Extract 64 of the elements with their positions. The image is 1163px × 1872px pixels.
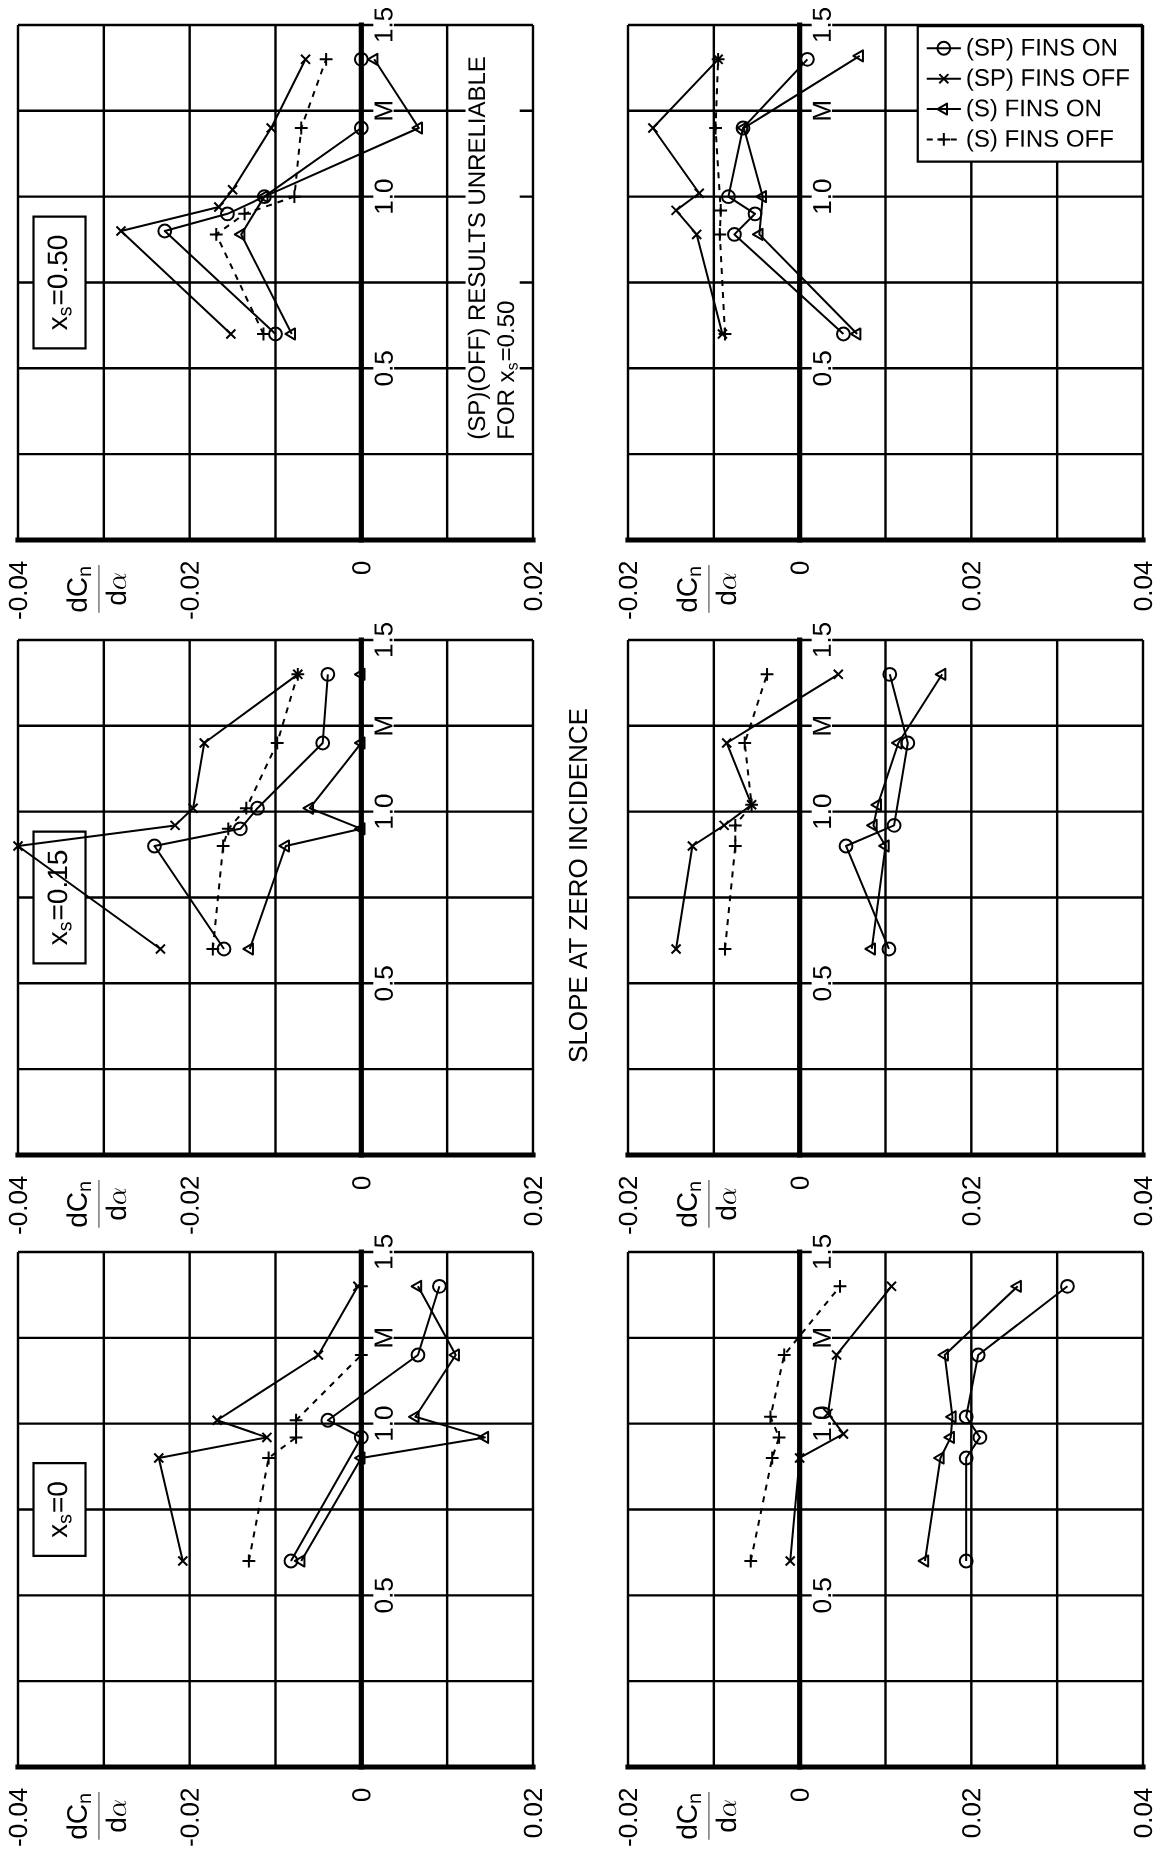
x-axis-title: $\frac{\mathrm{dC}_{\mathrm{n}}}{\mathrm{d}\alpha}$ [676, 1180, 737, 1228]
y-tick-label: 0.5 [812, 351, 832, 386]
y-tick-label: 0.5 [812, 1578, 832, 1613]
x-axis-title: $\frac{\mathrm{dC}_{\mathrm{n}}}{\mathrm{d}\alpha}$ [676, 565, 737, 613]
x-tick-label: -0.02 [618, 1176, 638, 1234]
x-tick-label: -0.04 [8, 1176, 28, 1234]
x-tick-label: -0.04 [8, 1788, 28, 1846]
x-tick-label: 0 [352, 1788, 371, 1802]
text: SLOPE AT ZERO INCIDENCE [568, 709, 588, 1062]
y-tick-label: 1.5 [812, 1235, 832, 1269]
x-tick-label: 0.04 [1133, 561, 1153, 611]
legend-label: (S) FINS OFF [967, 129, 1113, 152]
x-axis-title: $\frac{\mathrm{dC}_{\mathrm{n}}}{\mathrm{d}\alpha}$ [66, 1180, 127, 1228]
x-tick-label: -0.02 [180, 1788, 199, 1846]
x-tick-label: -0.04 [8, 561, 28, 619]
annotation: (SP)(OFF) RESULTS UNRELIABLE [467, 57, 490, 439]
x-tick-label: 0.02 [962, 1788, 981, 1838]
legend-label: (S) FINS ON [967, 98, 1100, 122]
y-tick-label: M [812, 717, 831, 735]
y-tick-label: 1.0 [374, 1406, 393, 1440]
text: x$_{s}$=0 [47, 1482, 72, 1538]
y-tick-label: 0.5 [812, 966, 832, 1001]
x-tick-label: 0.04 [1133, 1788, 1153, 1838]
x-axis-title: $\frac{\mathrm{dC}_{\mathrm{n}}}{\mathrm{d}\alpha}$ [676, 1792, 737, 1840]
y-tick-label: 0.5 [374, 966, 393, 1001]
x-tick-label: -0.02 [618, 1788, 638, 1846]
y-tick-label: 1.5 [374, 1235, 393, 1269]
x-tick-label: -0.02 [180, 561, 199, 619]
y-tick-label: M [812, 102, 831, 120]
y-tick-label: 1.0 [374, 179, 393, 213]
x-tick-label: 0.04 [1133, 1176, 1153, 1226]
x-tick-label: 0.02 [523, 1788, 543, 1838]
x-axis-title: $\frac{\mathrm{dC}_{\mathrm{n}}}{\mathrm{d}\alpha}$ [66, 1792, 127, 1840]
y-tick-label: M [374, 1329, 393, 1347]
annotation: FOR x$_{s}$=0.50 [497, 301, 518, 438]
x-tick-label: 0 [790, 1176, 809, 1190]
y-tick-label: 1.5 [374, 623, 393, 657]
y-tick-label: 1.5 [812, 8, 832, 42]
x-tick-label: 0 [352, 561, 371, 575]
x-tick-label: 0.02 [962, 561, 981, 611]
y-tick-label: 1.0 [812, 1406, 832, 1440]
y-tick-label: 1.0 [374, 794, 393, 828]
y-tick-label: M [374, 717, 393, 735]
text: x$_{s}$=0.50 [47, 235, 72, 330]
x-axis-title: $\frac{\mathrm{dC}_{\mathrm{n}}}{\mathrm{d}\alpha}$ [66, 565, 127, 613]
y-tick-label: 1.5 [374, 8, 393, 42]
y-tick-label: M [374, 102, 393, 120]
x-tick-label: 0 [352, 1176, 371, 1190]
text: x$_{s}$=0.15 [47, 850, 72, 945]
y-tick-label: 0.5 [374, 351, 393, 386]
legend-label: (SP) FINS ON [967, 38, 1116, 61]
legend-label: (SP) FINS OFF [967, 68, 1129, 91]
x-tick-label: 0.02 [523, 1176, 543, 1226]
x-tick-label: 0 [790, 1788, 809, 1802]
y-tick-label: 1.0 [812, 179, 832, 213]
x-tick-label: 0.02 [523, 561, 543, 611]
x-tick-label: 0 [790, 561, 809, 575]
y-tick-label: 1.0 [812, 794, 832, 828]
x-tick-label: 0.02 [962, 1176, 981, 1226]
x-tick-label: -0.02 [180, 1176, 199, 1234]
y-tick-label: 1.5 [812, 623, 832, 657]
x-tick-label: -0.02 [618, 561, 638, 619]
y-tick-label: 0.5 [374, 1578, 393, 1613]
y-tick-label: M [812, 1329, 831, 1347]
